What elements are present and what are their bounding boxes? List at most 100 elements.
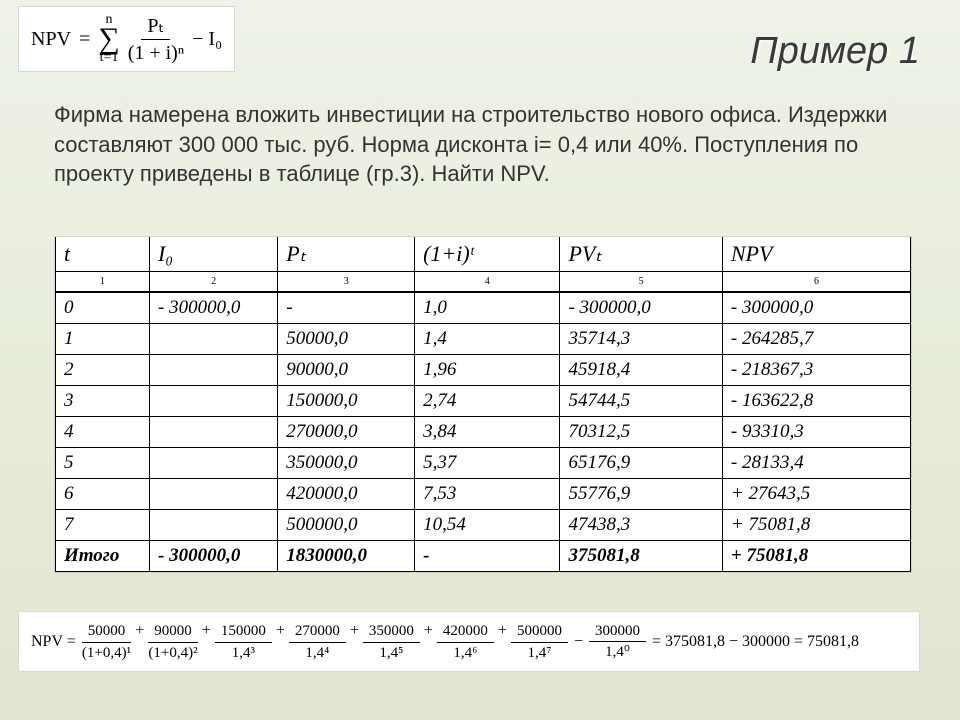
table-cell: 7,53 (415, 479, 560, 510)
table-cell: 45918,4 (560, 355, 722, 386)
table-cell: 47438,3 (560, 510, 722, 541)
term-num: 50000 (82, 623, 132, 643)
table-row: Итого- 300000,01830000,0-375081,8+ 75081… (56, 541, 911, 572)
table-cell: 270000,0 (278, 417, 415, 448)
table-cell (150, 448, 278, 479)
sigma-lower: t=1 (100, 51, 119, 65)
bottom-term-frac: 50000(1+0,4)¹ (82, 623, 132, 661)
plus-sign: + (346, 622, 363, 639)
table-cell: - 264285,7 (722, 324, 910, 355)
table-cell: 55776,9 (560, 479, 722, 510)
table-cell: 1,96 (415, 355, 560, 386)
table-cell: 500000,0 (278, 510, 415, 541)
formula-frac: Pₜ (1 + i)ⁿ (128, 15, 184, 64)
table-cell: 2,74 (415, 386, 560, 417)
term-den: 1,4⁴ (305, 643, 329, 662)
bottom-lhs: NPV = (31, 633, 76, 651)
table-cell (150, 479, 278, 510)
table-row: 6420000,07,5355776,9+ 27643,5 (56, 479, 911, 510)
equals: = (79, 28, 90, 51)
table-cell: 6 (56, 479, 150, 510)
table-cell: + 75081,8 (722, 541, 910, 572)
bottom-rhs: = 375081,8 − 300000 = 75081,8 (652, 633, 859, 651)
table-cell: 150000,0 (278, 386, 415, 417)
table-cell: - 28133,4 (722, 448, 910, 479)
frac-den: (1 + i)ⁿ (128, 40, 184, 64)
bottom-terms: 50000(1+0,4)¹ + 90000(1+0,4)² + 1500001,… (82, 622, 568, 661)
table-cell: 0 (56, 292, 150, 324)
sigma: n ∑ t=1 (98, 13, 119, 65)
table-cell (150, 386, 278, 417)
table-cell: 3 (56, 386, 150, 417)
plus-sign: + (198, 622, 215, 639)
table-cell: 1,4 (415, 324, 560, 355)
table-cell: 7 (56, 510, 150, 541)
table-header-main: t I₀ Pₜ (1+i)ᵗ PVₜ NPV (56, 237, 911, 272)
frac-num: Pₜ (141, 15, 170, 40)
table-cell: 65176,9 (560, 448, 722, 479)
col-disc: (1+i)ᵗ (415, 237, 560, 272)
idx-4: 4 (415, 272, 560, 293)
table-cell (150, 510, 278, 541)
table-cell: 50000,0 (278, 324, 415, 355)
plus-sign: + (131, 622, 148, 639)
term-num: 500000 (511, 623, 568, 643)
table-cell: - 218367,3 (722, 355, 910, 386)
table-row: 290000,01,9645918,4- 218367,3 (56, 355, 911, 386)
bottom-term-frac: 5000001,4⁷ (511, 623, 568, 661)
table-cell: 5,37 (415, 448, 560, 479)
slide-title: Пример 1 (750, 30, 920, 73)
table-cell: 375081,8 (560, 541, 722, 572)
idx-3: 3 (278, 272, 415, 293)
table-cell: - 93310,3 (722, 417, 910, 448)
table-cell: 3,84 (415, 417, 560, 448)
term-den: 1,4⁶ (453, 643, 477, 662)
table-cell: 350000,0 (278, 448, 415, 479)
table-cell: - (278, 292, 415, 324)
formula-top: NPV = n ∑ t=1 Pₜ (1 + i)ⁿ − I₀ (18, 6, 235, 72)
table-row: 1 50000,01,435714,3- 264285,7 (56, 324, 911, 355)
table-cell (150, 324, 278, 355)
term-num: 150000 (215, 623, 272, 643)
term-num: 420000 (437, 623, 494, 643)
idx-6: 6 (722, 272, 910, 293)
term-den: (1+0,4)² (148, 643, 197, 662)
table-header-index: 1 2 3 4 5 6 (56, 272, 911, 293)
table-cell: 1,0 (415, 292, 560, 324)
bottom-term-frac: 3500001,4⁵ (363, 623, 420, 661)
plus-sign: + (272, 622, 289, 639)
table-row: 4270000,03,8470312,5- 93310,3 (56, 417, 911, 448)
table-cell: - 300000,0 (150, 541, 278, 572)
table-cell: - 300000,0 (722, 292, 910, 324)
plus-sign: + (494, 622, 511, 639)
bottom-minus-frac: 300000 1,4⁰ (589, 623, 646, 661)
table-cell: - (415, 541, 560, 572)
col-pvt: PVₜ (560, 237, 722, 272)
table-cell: 1830000,0 (278, 541, 415, 572)
bottom-term-frac: 4200001,4⁶ (437, 623, 494, 661)
col-pt: Pₜ (278, 237, 415, 272)
table-row: 3150000,02,7454744,5- 163622,8 (56, 386, 911, 417)
table-cell: 70312,5 (560, 417, 722, 448)
formula-tail: − I₀ (192, 28, 222, 51)
table-cell: + 27643,5 (722, 479, 910, 510)
col-i0: I₀ (150, 237, 278, 272)
sigma-symbol: ∑ (98, 27, 119, 51)
table-cell: Итого (56, 541, 150, 572)
bottom-term-frac: 1500001,4³ (215, 623, 272, 661)
table-cell: 35714,3 (560, 324, 722, 355)
table-cell (150, 417, 278, 448)
formula-bottom: NPV = 50000(1+0,4)¹ + 90000(1+0,4)² + 15… (18, 611, 920, 672)
table-cell: 5 (56, 448, 150, 479)
table-cell: - 163622,8 (722, 386, 910, 417)
table-cell (150, 355, 278, 386)
formula-lhs: NPV (31, 28, 71, 51)
term-den: 1,4⁵ (379, 643, 403, 662)
table-cell: 1 (56, 324, 150, 355)
minus-num: 300000 (589, 623, 646, 643)
plus-sign: + (420, 622, 437, 639)
table-cell: - 300000,0 (150, 292, 278, 324)
table-cell: 90000,0 (278, 355, 415, 386)
col-t: t (56, 237, 150, 272)
table-cell: - 300000,0 (560, 292, 722, 324)
